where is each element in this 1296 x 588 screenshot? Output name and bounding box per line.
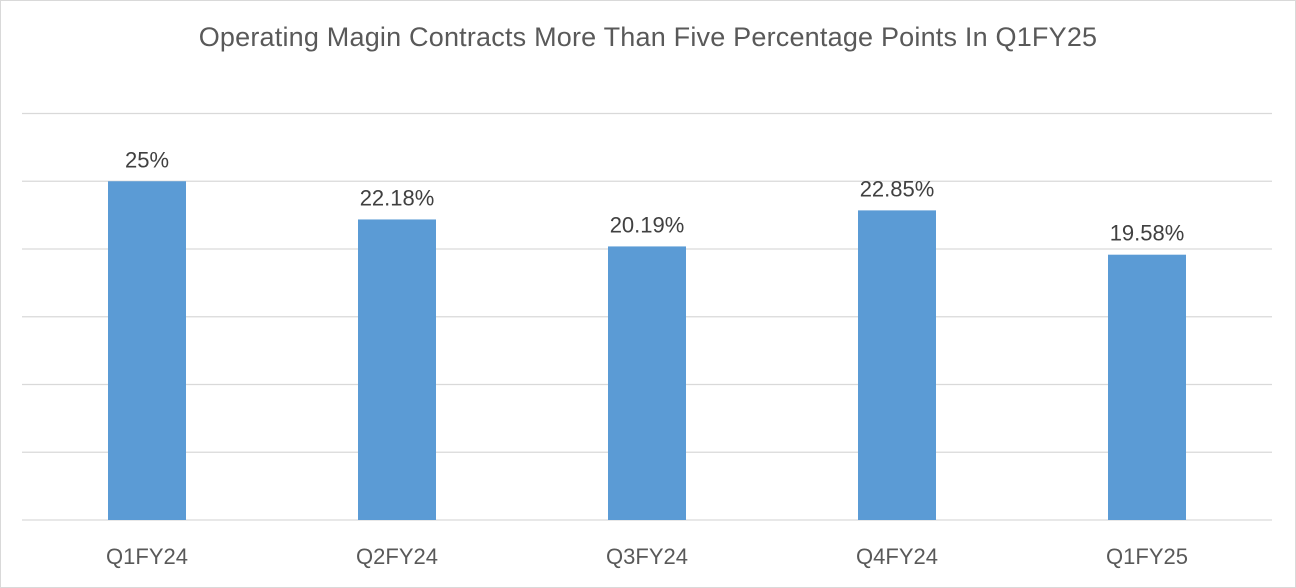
x-tick-q3fy24: Q3FY24 [606, 544, 688, 569]
bar-q3fy24 [608, 246, 686, 520]
data-label-q3fy24: 20.19% [610, 212, 685, 237]
x-tick-q2fy24: Q2FY24 [356, 544, 438, 569]
bar-q2fy24 [358, 219, 436, 520]
x-tick-q1fy25: Q1FY25 [1106, 544, 1188, 569]
bar-q1fy24 [108, 181, 186, 520]
data-label-q2fy24: 22.18% [360, 185, 435, 210]
bar-q1fy25 [1108, 254, 1186, 521]
x-axis-tick-labels: Q1FY24 Q2FY24 Q3FY24 Q4FY24 Q1FY25 [106, 544, 1188, 569]
x-tick-q1fy24: Q1FY24 [106, 544, 188, 569]
data-label-q1fy25: 19.58% [1110, 221, 1185, 246]
chart-title: Operating Magin Contracts More Than Five… [198, 22, 1098, 52]
data-labels: 25% 22.18% 20.19% 22.85% 19.58% [125, 147, 1184, 245]
bar-q4fy24 [858, 210, 936, 520]
data-label-q1fy24: 25% [125, 147, 169, 172]
bars [108, 181, 1186, 521]
data-label-q4fy24: 22.85% [860, 176, 935, 201]
x-tick-q4fy24: Q4FY24 [856, 544, 938, 569]
